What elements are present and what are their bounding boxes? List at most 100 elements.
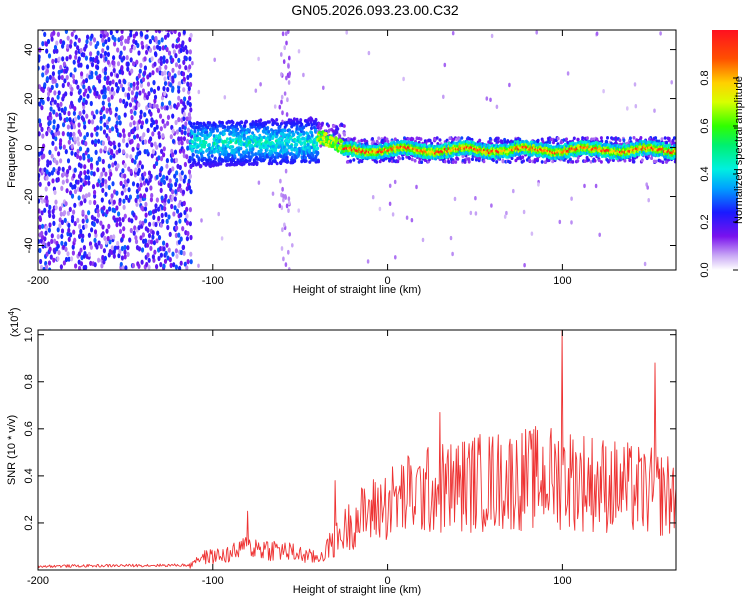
heatmap-cell (110, 86, 114, 92)
heatmap-cell (61, 56, 65, 62)
heatmap-cell (123, 162, 127, 169)
heatmap-cell (45, 195, 49, 201)
heatmap-cell (55, 48, 59, 54)
heatmap-cell (179, 47, 183, 54)
heatmap-cell (419, 137, 423, 141)
heatmap-cell (488, 136, 492, 141)
heatmap-cell (159, 252, 163, 258)
heatmap-cell (83, 124, 87, 130)
heatmap-cell (56, 123, 60, 129)
heatmap-cell (247, 162, 251, 166)
heatmap-cell (171, 57, 175, 63)
heatmap-cell (254, 119, 258, 124)
heatmap-cell (120, 245, 124, 252)
heatmap-cell (41, 72, 45, 78)
heatmap-cell (203, 145, 206, 149)
heatmap-cell (474, 157, 478, 162)
heatmap-cell (110, 245, 114, 251)
heatmap-cell (76, 136, 80, 142)
heatmap-cell (135, 125, 140, 131)
heatmap-cell (302, 72, 305, 78)
heatmap-cell (172, 262, 176, 268)
heatmap-cell (48, 149, 52, 155)
heatmap-cell (286, 143, 290, 147)
heatmap-cell (229, 161, 233, 165)
heatmap-cell (224, 146, 228, 150)
heatmap-cell (518, 137, 522, 142)
heatmap-cell (62, 40, 66, 46)
heatmap-cell (103, 122, 107, 128)
heatmap-cell (567, 155, 571, 159)
heatmap-cell (280, 205, 284, 211)
heatmap-cell (84, 193, 88, 199)
heatmap-cell (177, 88, 181, 94)
heatmap-cell (180, 140, 184, 146)
heatmap-cell (40, 198, 45, 204)
heatmap-cell (116, 86, 120, 92)
heatmap-cell (65, 178, 69, 184)
heatmap-cell (54, 131, 58, 137)
heatmap-cell (505, 210, 508, 216)
heatmap-cell (165, 242, 169, 248)
heatmap-cell (313, 120, 317, 124)
heatmap-cell (461, 154, 465, 159)
heatmap-cell (61, 179, 65, 185)
heatmap-cell (251, 152, 255, 157)
heatmap-cell (189, 259, 193, 265)
heatmap-cell (102, 129, 107, 135)
heatmap-cell (52, 167, 56, 173)
heatmap-cell (181, 244, 186, 250)
heatmap-cell (455, 156, 459, 160)
heatmap-cell (102, 205, 106, 211)
heatmap-cell (112, 90, 116, 96)
heatmap-cell (175, 225, 179, 231)
heatmap-cell (346, 136, 350, 141)
heatmap-cell (92, 221, 96, 227)
heatmap-cell (74, 79, 78, 85)
heatmap-cell (101, 30, 105, 35)
heatmap-cell (149, 136, 153, 142)
heatmap-cell (317, 159, 320, 164)
heatmap-cell (295, 127, 299, 131)
heatmap-cell (176, 102, 180, 108)
heatmap-cell (144, 238, 148, 244)
heatmap-cell (132, 85, 136, 91)
heatmap-cell (64, 30, 68, 34)
heatmap-cell (628, 136, 632, 140)
heatmap-cell (401, 156, 405, 161)
heatmap-cell (153, 51, 158, 57)
heatmap-cell (143, 218, 148, 224)
heatmap-cell (190, 131, 194, 135)
heatmap-cell (282, 145, 286, 149)
heatmap-cell (165, 218, 169, 224)
heatmap-cell (120, 255, 124, 261)
heatmap-cell (443, 159, 447, 164)
heatmap-cell (56, 256, 60, 262)
heatmap-cell (61, 131, 65, 137)
heatmap-cell (184, 121, 188, 127)
heatmap-cell (178, 218, 182, 224)
heatmap-cell (283, 91, 287, 96)
heatmap-cell (122, 55, 126, 61)
heatmap-cell (115, 190, 119, 196)
heatmap-cell (130, 68, 134, 74)
heatmap-cell (157, 215, 161, 221)
heatmap-cell (93, 86, 97, 93)
heatmap-cell (39, 194, 43, 200)
heatmap-cell (145, 261, 149, 268)
heatmap-cell (45, 48, 49, 54)
heatmap-cell (66, 131, 70, 137)
heatmap-cell (268, 158, 272, 163)
heatmap-cell (267, 141, 271, 145)
heatmap-cell (122, 133, 126, 139)
heatmap-cell (190, 148, 194, 153)
heatmap-cell (134, 31, 139, 37)
heatmap-cell (221, 159, 225, 163)
heatmap-cell (633, 82, 637, 87)
heatmap-cell (107, 36, 111, 43)
heatmap-cell (124, 92, 128, 98)
heatmap-cell (279, 178, 282, 184)
heatmap-cell (371, 195, 375, 200)
heatmap-cell (645, 156, 649, 161)
heatmap-cell (163, 206, 167, 212)
